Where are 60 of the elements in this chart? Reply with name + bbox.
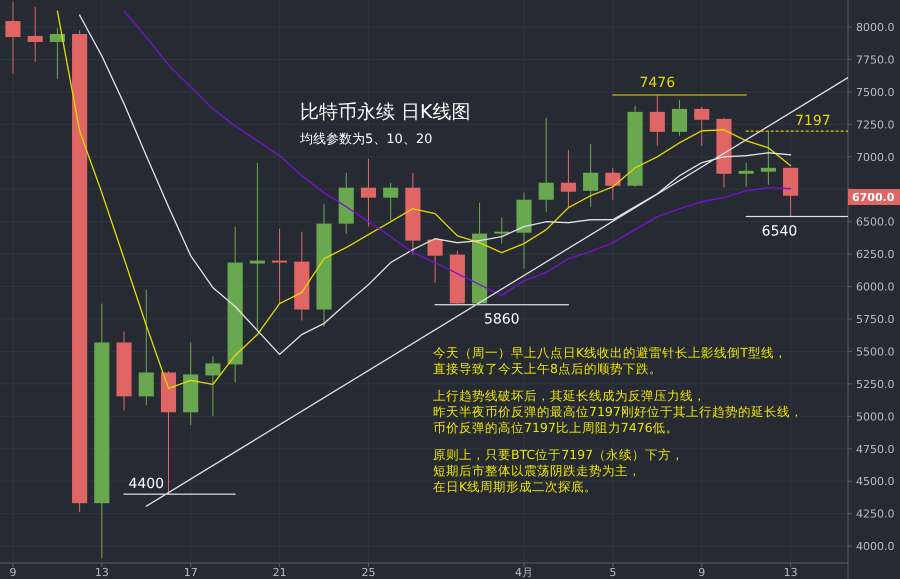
candlestick — [205, 356, 220, 417]
y-tick-label: 7750.0 — [856, 53, 894, 66]
text: 6700.0 — [852, 191, 895, 204]
candlestick — [428, 239, 443, 284]
candlestick — [28, 6, 43, 62]
x-tick-label: 21 — [272, 566, 287, 579]
candlestick — [383, 182, 398, 222]
annotation: 在日K线周期形成二次探底。 — [433, 479, 598, 494]
x-tick-label: 17 — [184, 566, 198, 579]
annotation: 5860 — [484, 312, 520, 328]
candlestick — [138, 289, 154, 406]
candlestick — [605, 167, 620, 200]
annotation: 原则上，只要BTC位于7197（永续）下方， — [433, 447, 684, 462]
y-tick-label: 4500.0 — [856, 475, 894, 488]
y-tick-label: 7500.0 — [856, 86, 894, 99]
candlestick — [560, 149, 576, 208]
y-tick-label: 8000.0 — [856, 20, 894, 34]
x-tick-label: 25 — [361, 566, 376, 579]
x-tick-label: 13 — [784, 566, 798, 579]
candlestick — [650, 94, 665, 146]
annotation: 7197 — [795, 113, 831, 130]
x-tick-label: 9 — [698, 566, 706, 579]
y-tick-label: 7000.0 — [856, 150, 894, 164]
text: 均线参数为5、10、20 — [299, 132, 432, 147]
y-tick-label: 7250.0 — [856, 118, 894, 132]
x-tick-label: 4月 — [514, 566, 533, 579]
candlestick — [538, 117, 554, 212]
text: 比特币永续 日K线图 — [300, 101, 470, 123]
annotation: 上行趋势线破坏后，其延长线成为反弹压力线， — [433, 388, 706, 403]
annotation: 直接导致了今天上午8点后的顺势下跌。 — [433, 361, 662, 376]
annotation: 4400 — [128, 476, 164, 492]
y-tick-label: 6500.0 — [856, 216, 894, 229]
x-tick-label: 13 — [94, 566, 109, 579]
candlestick — [583, 143, 598, 208]
y-tick-label: 6250.0 — [856, 248, 894, 262]
y-tick-label: 4000.0 — [856, 540, 894, 554]
candlestick — [250, 162, 265, 331]
y-tick-label: 5000.0 — [856, 410, 894, 424]
x-tick-label: 9 — [9, 566, 16, 579]
annotation: 短期后市整体以震荡阴跌走势为主， — [433, 463, 641, 478]
y-tick-label: 6000.0 — [856, 280, 894, 294]
x-tick-label: 5 — [609, 566, 616, 579]
candlestick — [672, 99, 688, 136]
candlestick — [360, 158, 376, 228]
candlestick — [694, 106, 710, 146]
annotation: 昨天半夜币价反弹的最高位7197刚好位于其上行趋势的延长线， — [433, 404, 803, 419]
annotation: 币价反弹的高位7197比上周阻力7476低。 — [433, 420, 679, 435]
candlestick — [494, 217, 510, 244]
candlestick — [5, 2, 21, 74]
annotation: 7476 — [639, 75, 676, 91]
candlestick — [50, 28, 65, 80]
y-tick-label: 4750.0 — [856, 442, 894, 456]
annotation: 今天（周一）早上八点日K线收出的避雷针长上影线倒T型线， — [433, 345, 787, 360]
y-tick-label: 5500.0 — [856, 345, 894, 358]
y-tick-label: 5750.0 — [856, 313, 894, 326]
candlestick — [738, 162, 754, 188]
y-tick-label: 4250.0 — [856, 508, 894, 521]
candlestick — [272, 228, 288, 304]
annotation: 6540 — [762, 223, 798, 240]
y-tick-label: 5250.0 — [856, 378, 894, 391]
